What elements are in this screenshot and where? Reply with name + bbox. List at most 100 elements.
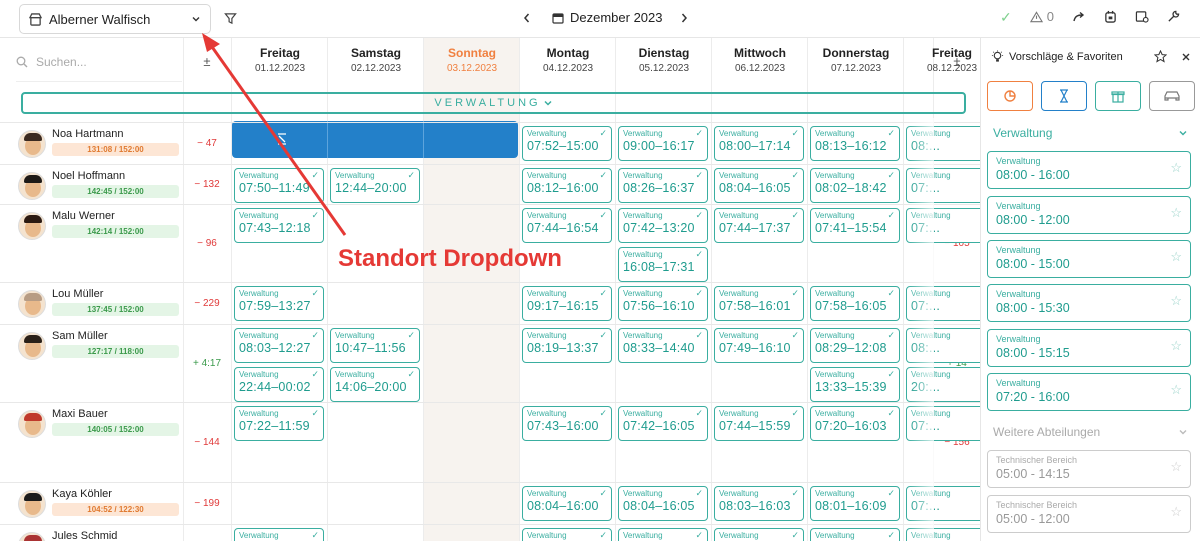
shift-card[interactable]: Verwaltung ✓ 09:00–16:17 xyxy=(618,126,708,161)
shift-card[interactable]: Verwaltung ✓ 08:03–12:27 xyxy=(234,328,324,363)
share-icon[interactable] xyxy=(1072,11,1086,23)
star-icon[interactable]: ☆ xyxy=(1170,160,1182,175)
star-icon[interactable] xyxy=(1154,50,1167,63)
day-header-2[interactable]: Sonntag 03.12.2023 xyxy=(424,46,520,74)
shift-card[interactable]: Verwaltung ✓ 08:26–16:37 xyxy=(618,168,708,203)
shift-card[interactable]: Verwaltung ✓ 09:17–16:15 xyxy=(522,286,612,321)
close-icon[interactable] xyxy=(1181,52,1191,62)
shift-card[interactable]: Verwaltung ✓ xyxy=(234,528,324,541)
shift-card[interactable]: Verwaltung ✓ 22:44–00:02 xyxy=(234,367,324,402)
section-verwaltung[interactable]: Verwaltung xyxy=(993,126,1188,140)
check-icon: ✓ xyxy=(695,249,703,259)
favorite-shift[interactable]: Verwaltung 08:00 - 15:15 ☆ xyxy=(987,329,1191,367)
favorite-shift[interactable]: Verwaltung 07:20 - 16:00 ☆ xyxy=(987,373,1191,411)
favorite-time: 08:00 - 12:00 xyxy=(996,213,1070,227)
favorite-shift[interactable]: Verwaltung 08:00 - 15:00 ☆ xyxy=(987,240,1191,278)
clock-icon[interactable] xyxy=(1104,10,1117,23)
filter-icon[interactable] xyxy=(224,12,237,25)
day-header-7[interactable]: Freitag 08.12.2023 xyxy=(904,46,980,74)
shift-card[interactable]: Verwaltung ✓ xyxy=(522,528,612,541)
shift-card[interactable]: Verwaltung ✓ 08:02–18:42 xyxy=(810,168,900,203)
shift-card[interactable]: Verwaltung ✓ 08:04–16:00 xyxy=(522,486,612,521)
warnings-button[interactable]: 0 xyxy=(1029,9,1054,24)
star-icon[interactable]: ☆ xyxy=(1170,338,1182,353)
shift-card[interactable]: Verwaltung ✓ 07:44–16:54 xyxy=(522,208,612,243)
star-icon[interactable]: ☆ xyxy=(1170,249,1182,264)
department-banner[interactable]: VERWALTUNG xyxy=(21,92,966,114)
other-shift[interactable]: Technischer Bereich 05:00 - 14:15 ☆ xyxy=(987,450,1191,488)
check-icon: ✓ xyxy=(887,369,895,379)
shift-card[interactable]: Verwaltung ✓ 08:03–16:03 xyxy=(714,486,804,521)
calendar-settings-icon[interactable] xyxy=(1135,10,1149,23)
tab-suggestions[interactable] xyxy=(987,81,1033,111)
tab-timer[interactable] xyxy=(1041,81,1087,111)
shift-card[interactable]: Verwaltung ✓ 07:44–15:59 xyxy=(714,406,804,441)
favorite-shift[interactable]: Verwaltung 08:00 - 15:30 ☆ xyxy=(987,284,1191,322)
shift-card[interactable]: Verwaltung ✓ 08:01–16:09 xyxy=(810,486,900,521)
shift-card[interactable]: Verwaltung ✓ 08:33–14:40 xyxy=(618,328,708,363)
shift-card[interactable]: Verwaltung ✓ 13:33–15:39 xyxy=(810,367,900,402)
shift-card[interactable]: Verwaltung ✓ 07:43–16:00 xyxy=(522,406,612,441)
shift-card[interactable]: Verwaltung ✓ xyxy=(714,528,804,541)
tab-vehicle[interactable] xyxy=(1149,81,1195,111)
star-icon[interactable]: ☆ xyxy=(1170,293,1182,308)
shift-card[interactable]: Verwaltung ✓ 08:12–16:00 xyxy=(522,168,612,203)
shift-card[interactable]: Verwaltung ✓ 07:42–13:20 xyxy=(618,208,708,243)
shift-card[interactable]: Verwaltung ✓ 07:22–11:59 xyxy=(234,406,324,441)
shift-card[interactable]: Verwaltung ✓ 08:04–16:05 xyxy=(618,486,708,521)
shift-card[interactable]: Verwaltung ✓ 07:56–16:10 xyxy=(618,286,708,321)
shift-card[interactable]: Verwaltung ✓ 08:19–13:37 xyxy=(522,328,612,363)
shift-card[interactable]: Verwaltung ✓ 07:58–16:05 xyxy=(810,286,900,321)
favorite-shift[interactable]: Verwaltung 08:00 - 12:00 ☆ xyxy=(987,196,1191,234)
shift-card[interactable]: Verwaltung ✓ xyxy=(810,528,900,541)
shift-card[interactable]: Verwaltung ✓ 07:52–15:00 xyxy=(522,126,612,161)
star-icon[interactable]: ☆ xyxy=(1170,205,1182,220)
shift-card[interactable]: Verwaltung ✓ 07:50–11:49 xyxy=(234,168,324,203)
shift-card[interactable]: Verwaltung ✓ 07:43–12:18 xyxy=(234,208,324,243)
tab-gifts[interactable] xyxy=(1095,81,1141,111)
day-header-1[interactable]: Samstag 02.12.2023 xyxy=(328,46,424,74)
shift-card[interactable]: Verwaltung ✓ 07:20–16:03 xyxy=(810,406,900,441)
shift-card[interactable]: Verwaltung ✓ 08:13–16:12 xyxy=(810,126,900,161)
shift-time: 12:44–20:00 xyxy=(335,181,407,195)
shift-department: Verwaltung xyxy=(623,250,663,259)
shift-card[interactable]: Verwaltung ✓ 07:44–17:37 xyxy=(714,208,804,243)
check-icon: ✓ xyxy=(407,170,415,180)
star-icon[interactable]: ☆ xyxy=(1170,504,1182,519)
shift-card[interactable]: Verwaltung ✓ 08:04–16:05 xyxy=(714,168,804,203)
shift-card[interactable]: Verwaltung ✓ 16:08–17:31 xyxy=(618,247,708,282)
current-month[interactable]: Dezember 2023 xyxy=(570,10,663,25)
shift-card[interactable]: Verwaltung ✓ 07:59–13:27 xyxy=(234,286,324,321)
check-icon[interactable]: ✓ xyxy=(1000,8,1012,25)
favorite-shift[interactable]: Verwaltung 08:00 - 16:00 ☆ xyxy=(987,151,1191,189)
shift-card[interactable]: Verwaltung ✓ 14:06–20:00 xyxy=(330,367,420,402)
star-icon[interactable]: ☆ xyxy=(1170,382,1182,397)
wrench-icon[interactable] xyxy=(1167,10,1180,23)
other-shift-label: Technischer Bereich xyxy=(996,500,1078,510)
shift-card[interactable]: Verwaltung ✓ 07:42–16:05 xyxy=(618,406,708,441)
shift-card[interactable]: Verwaltung ✓ xyxy=(618,528,708,541)
day-header-6[interactable]: Donnerstag 07.12.2023 xyxy=(808,46,904,74)
search-input[interactable]: Suchen... xyxy=(36,54,87,69)
shift-card[interactable]: Verwaltung ✓ 07:58–16:01 xyxy=(714,286,804,321)
chevron-right-icon[interactable] xyxy=(679,12,689,24)
shift-card[interactable]: Verwaltung ✓ 07:49–16:10 xyxy=(714,328,804,363)
chevron-left-icon[interactable] xyxy=(522,12,532,24)
shift-card[interactable]: Verwaltung ✓ 12:44–20:00 xyxy=(330,168,420,203)
shift-card[interactable]: Verwaltung ✓ 10:47–11:56 xyxy=(330,328,420,363)
day-header-4[interactable]: Dienstag 05.12.2023 xyxy=(616,46,712,74)
check-icon: ✓ xyxy=(791,210,799,220)
location-dropdown[interactable]: Alberner Walfisch xyxy=(19,4,211,34)
shift-card[interactable]: Verwaltung ✓ 07:41–15:54 xyxy=(810,208,900,243)
day-header-5[interactable]: Mittwoch 06.12.2023 xyxy=(712,46,808,74)
shift-card[interactable]: Verwaltung ✓ 08:00–17:14 xyxy=(714,126,804,161)
avatar xyxy=(18,490,46,518)
employee-search[interactable]: Suchen... xyxy=(16,42,182,82)
day-header-3[interactable]: Montag 04.12.2023 xyxy=(520,46,616,74)
day-header-0[interactable]: Freitag 01.12.2023 xyxy=(232,46,328,74)
other-shift[interactable]: Technischer Bereich 05:00 - 12:00 ☆ xyxy=(987,495,1191,533)
shift-card[interactable]: Verwaltung ✓ 08:29–12:08 xyxy=(810,328,900,363)
shift-department: Verwaltung xyxy=(815,171,855,180)
star-icon[interactable]: ☆ xyxy=(1170,459,1182,474)
section-weitere-abteilungen[interactable]: Weitere Abteilungen xyxy=(993,425,1188,439)
